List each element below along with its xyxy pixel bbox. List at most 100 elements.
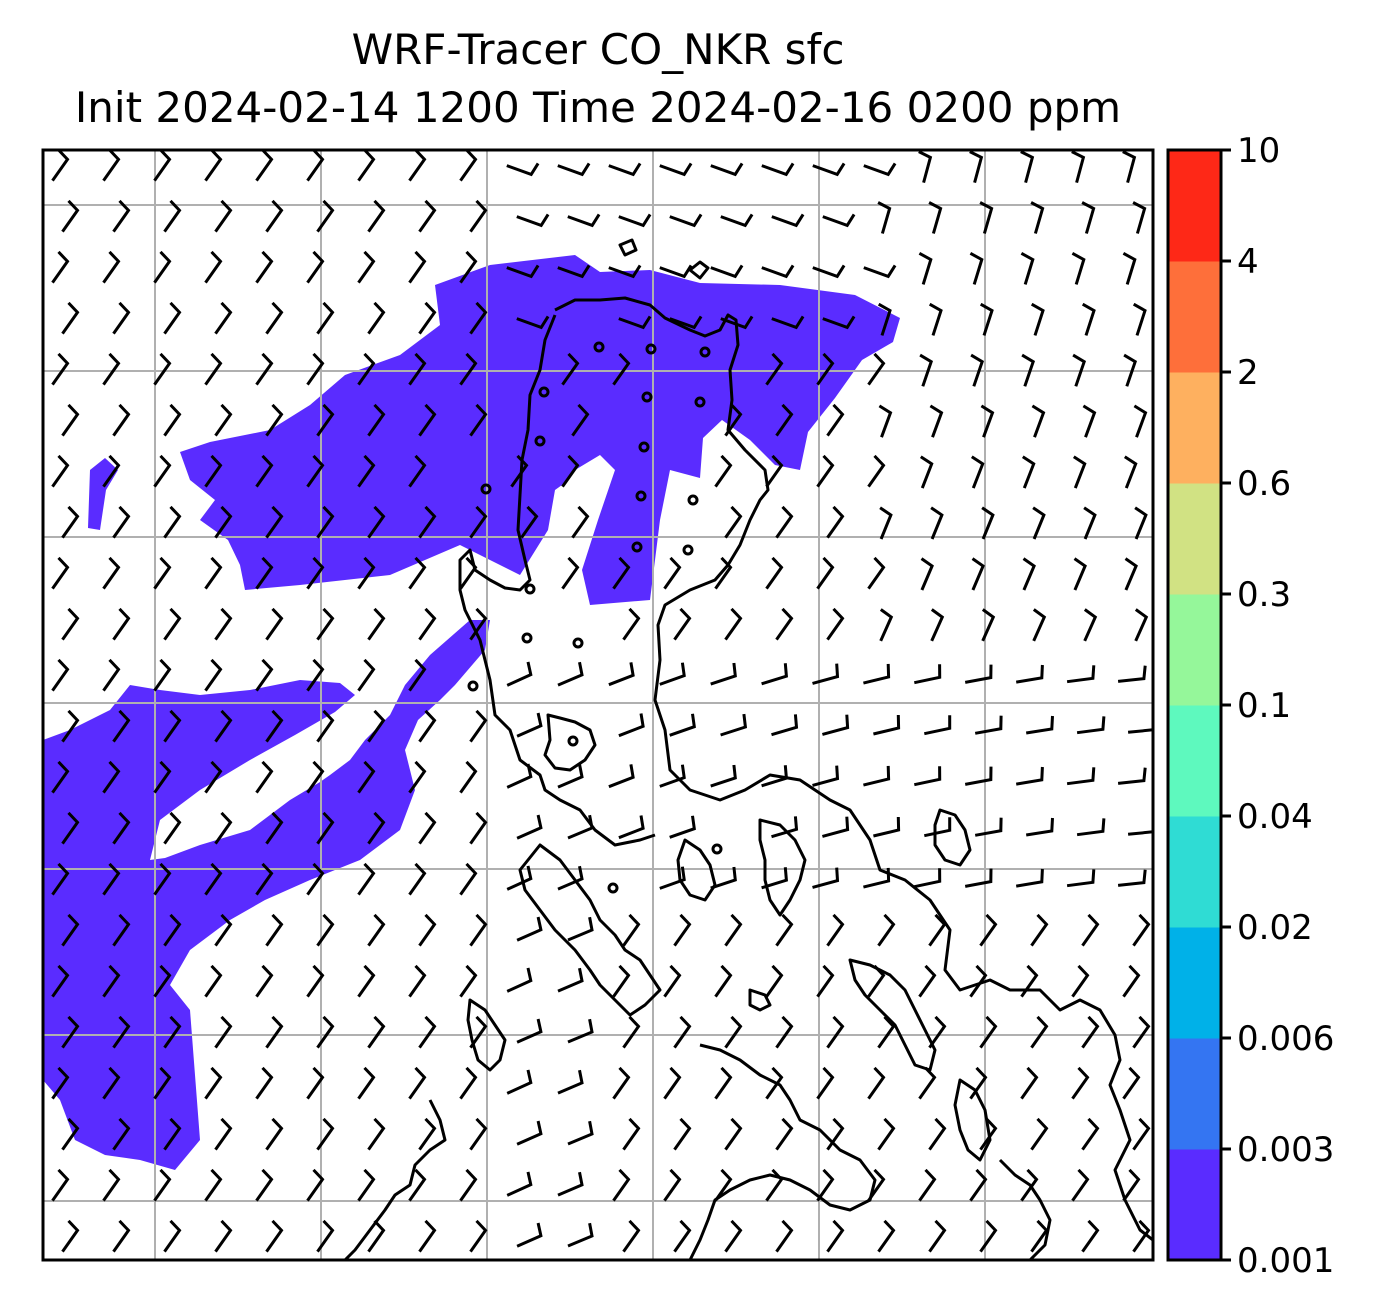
- wind-barb: [826, 1117, 845, 1151]
- wind-barb: [1066, 869, 1096, 888]
- wind-barb: [357, 862, 376, 896]
- wind-barb: [816, 454, 835, 488]
- wind-barb: [306, 150, 325, 182]
- wind-barb: [61, 1117, 80, 1151]
- wind-barb: [812, 663, 840, 685]
- wind-barb: [557, 763, 584, 789]
- wind-barb: [265, 1219, 284, 1253]
- wind-barb: [1030, 1117, 1049, 1151]
- wind-barb: [469, 913, 488, 947]
- wind-barb: [669, 213, 703, 228]
- wind-barb: [418, 913, 437, 947]
- wind-barb: [1021, 455, 1036, 489]
- wind-barb: [408, 760, 427, 794]
- wind-barb: [459, 862, 478, 896]
- wind-barb: [214, 607, 233, 641]
- wind-barb: [775, 607, 794, 641]
- wind-barb: [316, 1219, 335, 1253]
- wind-barb: [51, 150, 70, 182]
- wind-barb: [367, 1219, 386, 1253]
- wind-barb: [214, 199, 233, 233]
- wind-barb: [1123, 353, 1138, 387]
- wind-barb: [622, 1015, 641, 1049]
- wind-barbs: [51, 150, 1153, 1253]
- wind-barb: [367, 505, 386, 539]
- wind-barb: [265, 607, 284, 641]
- wind-barb: [1132, 201, 1147, 234]
- wind-barb: [618, 315, 652, 330]
- wind-barb: [61, 913, 80, 947]
- wind-barb: [1015, 868, 1044, 888]
- wind-barb: [816, 1066, 835, 1100]
- wind-barb: [408, 250, 427, 284]
- wind-barb: [608, 764, 635, 789]
- plume-north: [180, 255, 900, 605]
- wind-barb: [51, 454, 70, 488]
- wind-barb: [612, 556, 631, 590]
- wind-barb: [761, 162, 795, 177]
- wind-barb: [357, 250, 376, 284]
- map-title-line1: WRF-Tracer CO_NKR sfc: [351, 25, 845, 74]
- wind-barb: [204, 1066, 223, 1100]
- wind-barb: [306, 760, 325, 794]
- wind-barb: [873, 714, 901, 736]
- wind-barb: [1030, 201, 1045, 234]
- wind-barb: [306, 862, 325, 896]
- wind-barb: [469, 505, 488, 539]
- wind-barb: [812, 162, 846, 177]
- wind-barb: [408, 1066, 427, 1100]
- wind-barb: [265, 709, 284, 743]
- wind-barb: [357, 556, 376, 590]
- wind-barb: [561, 454, 580, 488]
- wind-barb: [1020, 1168, 1039, 1202]
- wind-barb: [913, 868, 942, 889]
- wind-barb: [265, 301, 284, 335]
- wind-barb: [102, 352, 121, 386]
- wind-barb: [102, 964, 121, 998]
- wind-barb: [714, 1168, 733, 1202]
- wind-barb: [1020, 964, 1039, 998]
- wind-barb: [714, 556, 733, 590]
- coastline-island-west: [543, 713, 597, 772]
- wind-barb: [418, 1219, 437, 1253]
- wind-barb: [408, 964, 427, 998]
- wind-barb: [408, 556, 427, 590]
- coastline-island-nw: [618, 238, 638, 257]
- wind-barb: [673, 913, 692, 947]
- wind-barb: [255, 658, 274, 692]
- wind-barb: [1117, 767, 1147, 785]
- wind-barb: [506, 661, 533, 687]
- wind-barb: [255, 760, 274, 794]
- wind-barb: [112, 811, 131, 845]
- wind-barb: [1076, 716, 1106, 735]
- wind-barb: [459, 1168, 478, 1202]
- wind-barb: [557, 1069, 584, 1095]
- wind-barb: [669, 315, 703, 330]
- wind-barb: [979, 1015, 998, 1049]
- wind-barb: [469, 607, 488, 641]
- coastline-peninsula: [518, 843, 662, 1017]
- wind-barb: [1025, 715, 1054, 735]
- wind-barb: [765, 1066, 784, 1100]
- wind-barb: [516, 1222, 543, 1248]
- wind-barb: [724, 505, 743, 539]
- wind-barb: [663, 556, 682, 590]
- colorbar-tick-label: 4: [1237, 242, 1259, 282]
- wind-barb: [669, 815, 696, 839]
- wind-barb: [863, 663, 891, 685]
- wind-barb: [724, 913, 743, 947]
- calm-wind-markers: [467, 341, 723, 894]
- wind-barb: [1132, 1015, 1151, 1049]
- wind-barb: [867, 964, 886, 998]
- wind-barb: [1020, 150, 1035, 183]
- wind-barb: [51, 1066, 70, 1100]
- wind-barb: [418, 811, 437, 845]
- wind-barb: [918, 964, 937, 998]
- wind-barb: [724, 1219, 743, 1253]
- wind-barb: [974, 715, 1003, 735]
- wind-barb: [61, 199, 80, 233]
- wind-barb: [102, 1168, 121, 1202]
- wind-barb: [930, 506, 944, 540]
- wind-barb: [979, 1117, 998, 1151]
- wind-barb: [408, 862, 427, 896]
